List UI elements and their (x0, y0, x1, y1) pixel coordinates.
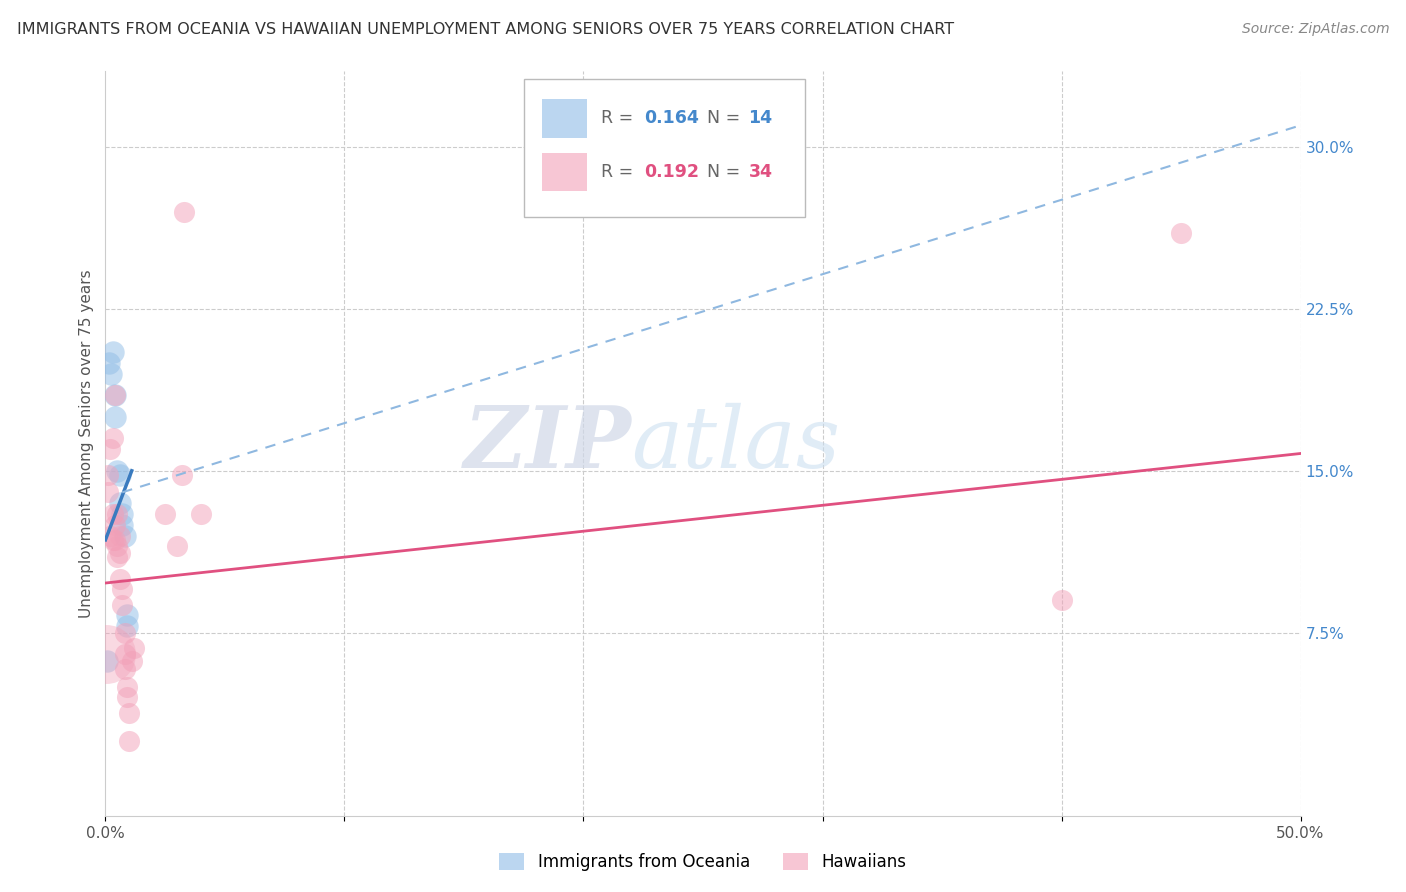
Text: 0.164: 0.164 (644, 110, 699, 128)
Point (166, 539, 188, 553)
Point (107, 539, 129, 553)
Text: N =: N = (707, 110, 740, 128)
Point (98, 528, 121, 542)
Point (96, 647, 118, 661)
Point (97, 485, 120, 500)
Text: R =: R = (602, 163, 634, 181)
Point (101, 431, 124, 445)
Point (114, 662, 136, 676)
Point (118, 733, 141, 747)
Point (108, 496, 131, 510)
Point (98, 356, 121, 370)
FancyBboxPatch shape (541, 153, 588, 191)
Point (100, 367, 122, 381)
Point (104, 409, 127, 424)
Point (104, 388, 127, 402)
Text: Source: ZipAtlas.com: Source: ZipAtlas.com (1241, 22, 1389, 37)
FancyBboxPatch shape (541, 99, 588, 137)
Point (97, 468, 120, 483)
Point (111, 582, 134, 597)
Point (111, 507, 134, 521)
Point (111, 517, 134, 532)
Point (118, 706, 141, 720)
Point (104, 388, 127, 402)
Text: 0.192: 0.192 (644, 163, 699, 181)
Point (115, 690, 138, 705)
Point (1050, 593, 1073, 607)
Point (101, 507, 124, 521)
Legend: Immigrants from Oceania, Hawaiians: Immigrants from Oceania, Hawaiians (491, 845, 915, 880)
Point (104, 533, 127, 547)
Point (173, 204, 195, 219)
Text: IMMIGRANTS FROM OCEANIA VS HAWAIIAN UNEMPLOYMENT AMONG SENIORS OVER 75 YEARS COR: IMMIGRANTS FROM OCEANIA VS HAWAIIAN UNEM… (17, 22, 955, 37)
Point (122, 640, 145, 655)
Point (108, 572, 131, 586)
Point (153, 507, 177, 521)
Point (190, 507, 212, 521)
Text: ZIP: ZIP (464, 402, 631, 485)
FancyBboxPatch shape (524, 78, 804, 217)
Text: 34: 34 (748, 163, 772, 181)
Point (170, 468, 193, 483)
Point (108, 546, 131, 560)
Point (114, 528, 136, 542)
Point (1170, 227, 1192, 241)
Point (107, 464, 129, 478)
Point (101, 533, 124, 547)
Point (115, 680, 138, 694)
Point (121, 654, 143, 668)
Point (115, 608, 138, 623)
Point (115, 619, 138, 633)
Point (107, 507, 129, 521)
Point (101, 345, 124, 359)
Point (111, 598, 134, 612)
Point (96, 654, 118, 668)
Point (104, 517, 127, 532)
Point (114, 625, 136, 640)
Text: N =: N = (707, 163, 740, 181)
Point (107, 550, 129, 565)
Point (108, 468, 131, 483)
Text: R =: R = (602, 110, 634, 128)
Point (114, 647, 136, 661)
Y-axis label: Unemployment Among Seniors over 75 years: Unemployment Among Seniors over 75 years (79, 269, 94, 618)
Point (98, 442, 121, 457)
Text: atlas: atlas (631, 402, 841, 485)
Text: 14: 14 (748, 110, 772, 128)
Point (108, 528, 131, 542)
